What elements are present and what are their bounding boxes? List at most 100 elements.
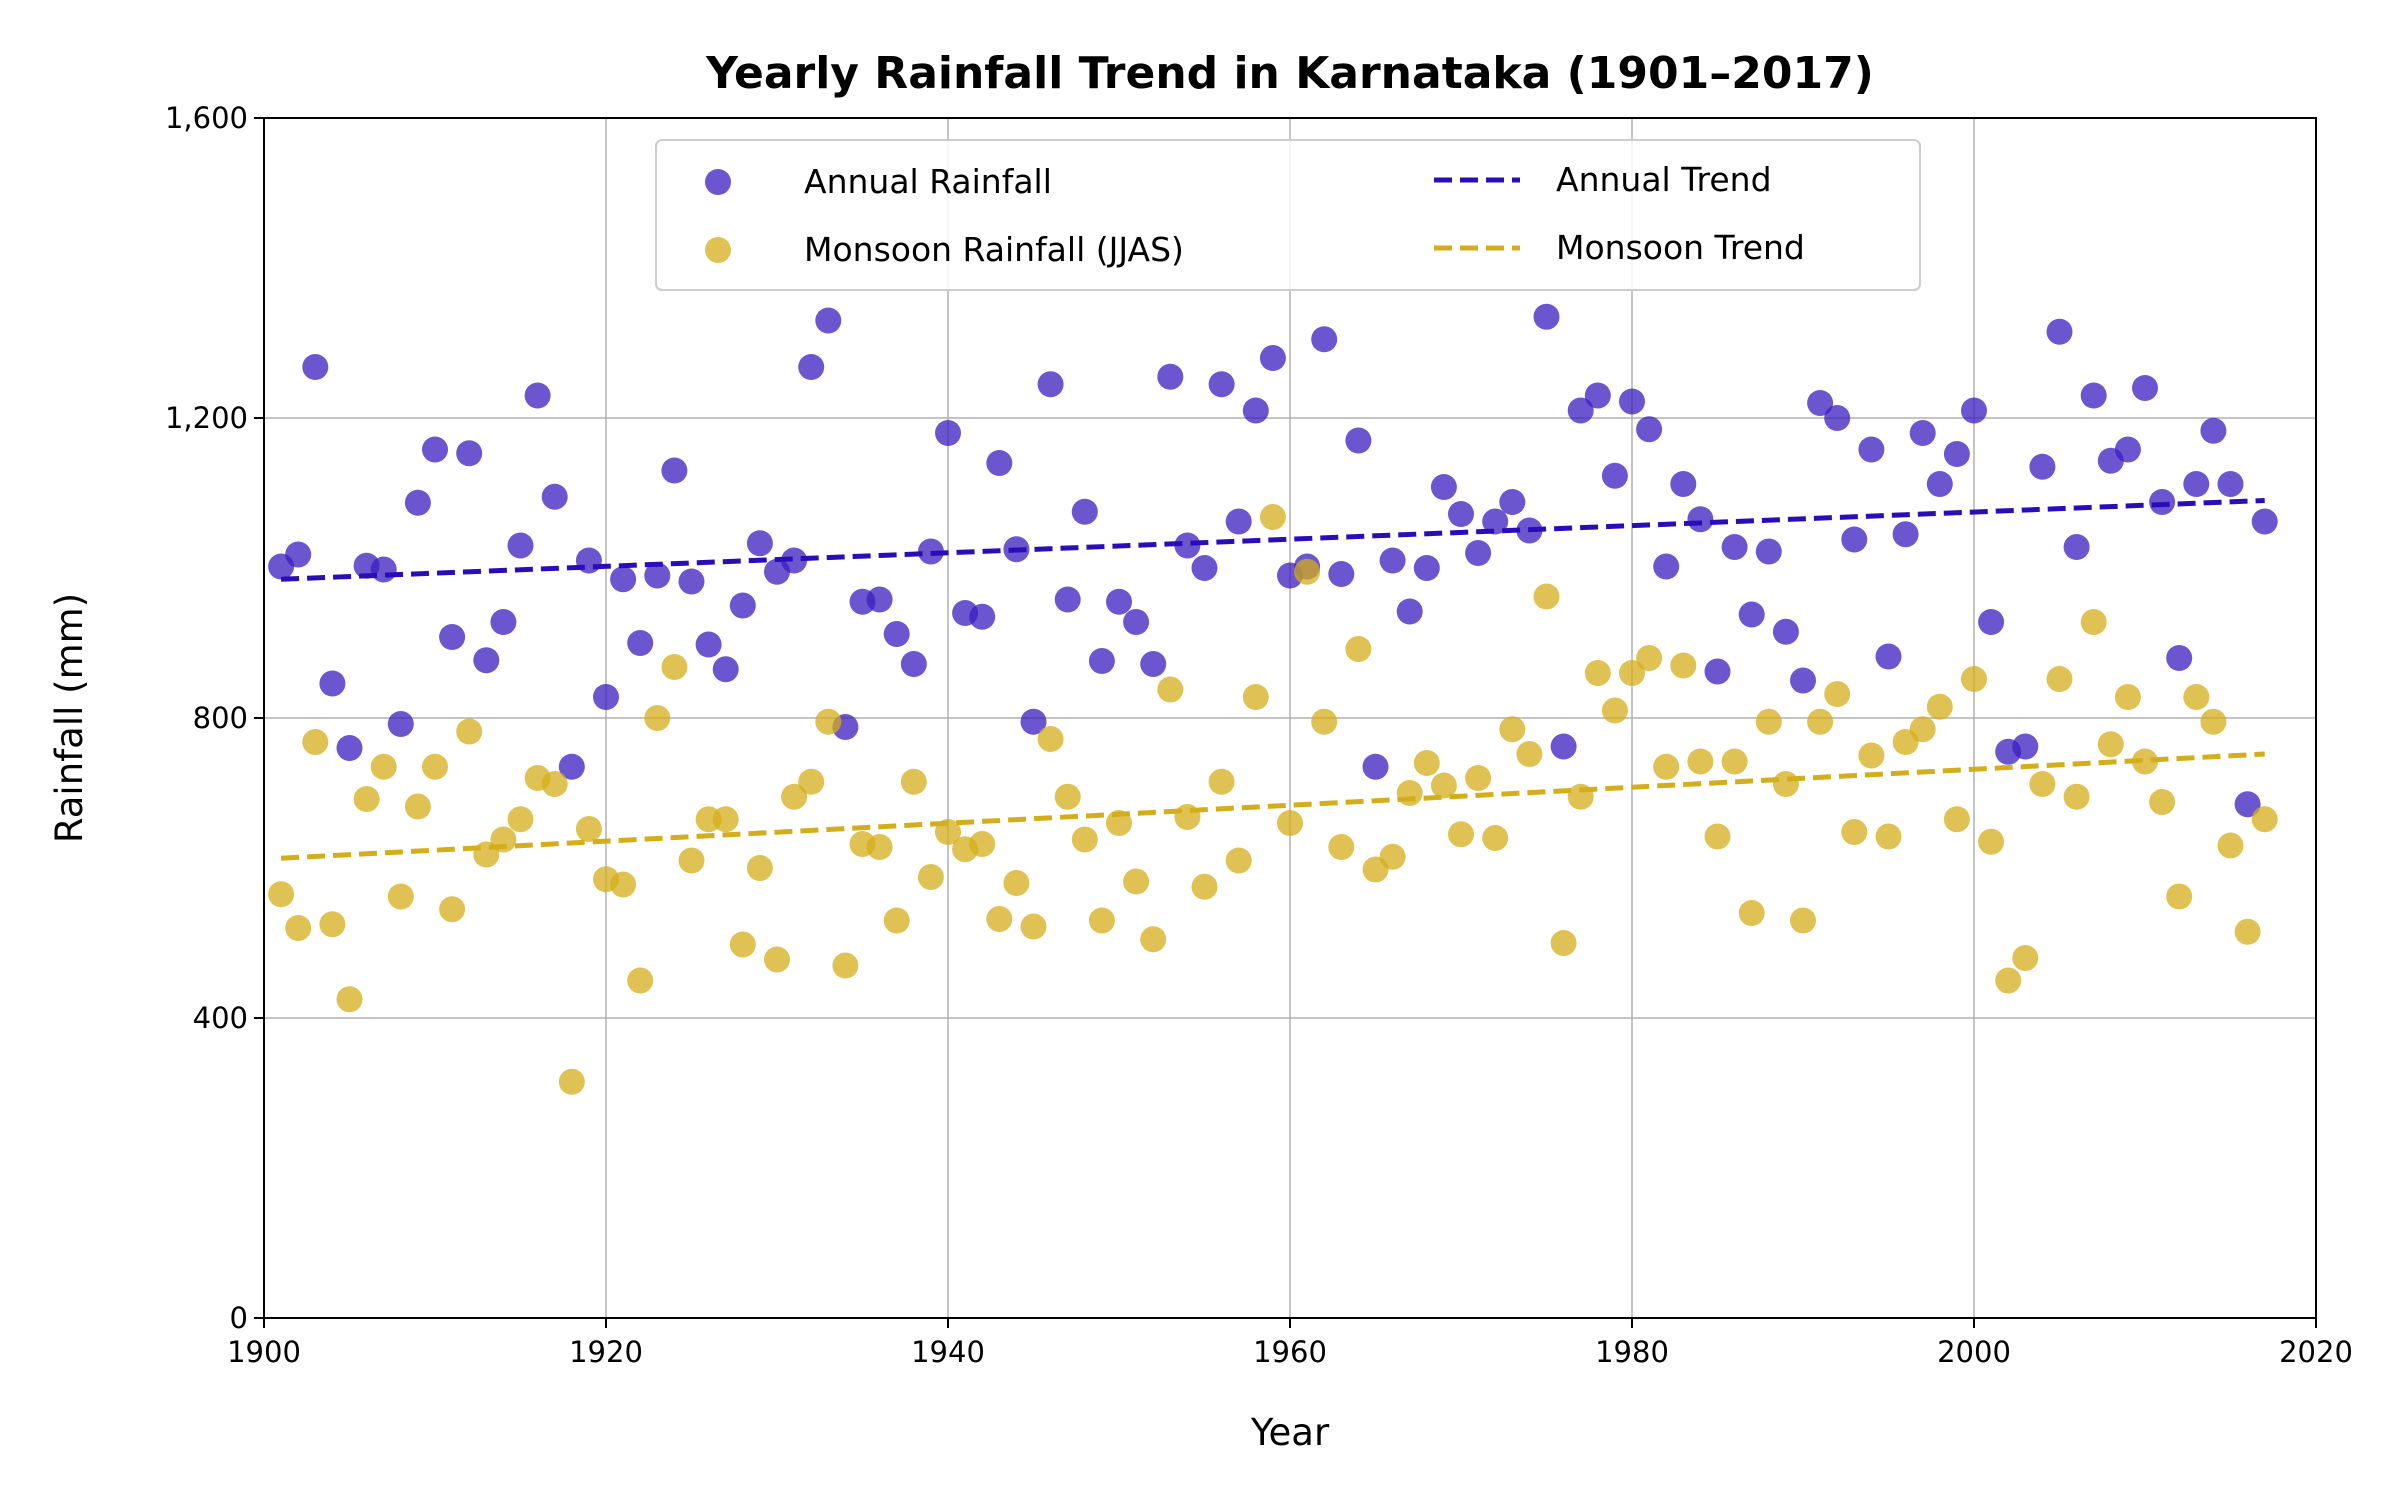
monsoon-rainfall-jjas-point — [285, 915, 312, 941]
legend-label-monsoon-trend: Monsoon Trend — [1556, 228, 1805, 267]
monsoon-rainfall-jjas-point — [1157, 676, 1184, 703]
monsoon-rainfall-jjas-point — [1088, 907, 1115, 934]
annual-rainfall-point — [1892, 521, 1919, 548]
annual-rainfall-point — [1345, 427, 1372, 454]
monsoon-rainfall-jjas-point — [866, 834, 893, 860]
monsoon-rainfall-jjas-point — [1225, 847, 1252, 874]
annual-rainfall-point — [1738, 601, 1765, 628]
monsoon-rainfall-jjas-point — [387, 883, 414, 910]
chart-title: Yearly Rainfall Trend in Karnataka (1901… — [705, 48, 1874, 99]
annual-rainfall-point — [1704, 658, 1731, 685]
monsoon-rainfall-jjas-point — [575, 816, 602, 842]
monsoon-rainfall-jjas-point — [1584, 660, 1611, 686]
annual-rainfall-point — [1961, 397, 1987, 424]
monsoon-rainfall-jjas-point — [1242, 684, 1269, 710]
plot-area — [268, 303, 2278, 1095]
monsoon-rainfall-jjas-point — [2046, 666, 2073, 692]
monsoon-rainfall-jjas-point — [2234, 918, 2261, 945]
annual-rainfall-point — [1533, 303, 1560, 330]
monsoon-rainfall-jjas-point — [986, 906, 1013, 932]
monsoon-rainfall-jjas-point — [1499, 716, 1526, 743]
x-tick-label: 2000 — [1937, 1335, 2011, 1369]
monsoon-rainfall-jjas-point — [798, 768, 825, 795]
annual-rainfall-point — [1619, 388, 1645, 415]
monsoon-rainfall-jjas-point — [2080, 609, 2107, 635]
x-tick-label: 2020 — [2279, 1335, 2353, 1369]
legend-marker-annual-rainfall — [705, 169, 731, 195]
annual-rainfall-point — [1550, 733, 1577, 760]
monsoon-rainfall-jjas-point — [541, 771, 568, 797]
annual-rainfall-point — [1430, 474, 1457, 500]
monsoon-rainfall-jjas-point — [1516, 741, 1543, 767]
monsoon-rainfall-jjas-point — [1858, 742, 1885, 769]
monsoon-rainfall-jjas-point — [336, 986, 363, 1013]
annual-rainfall-point — [456, 440, 483, 467]
monsoon-rainfall-jjas-point — [558, 1068, 585, 1095]
monsoon-rainfall-jjas-point — [2114, 684, 2141, 710]
annual-rainfall-point — [986, 450, 1013, 476]
annual-rainfall-point — [1020, 708, 1047, 735]
monsoon-rainfall-jjas-point — [1328, 834, 1355, 860]
monsoon-rainfall-jjas-point — [422, 753, 448, 780]
monsoon-rainfall-jjas-point — [1807, 708, 1834, 735]
monsoon-rainfall-jjas-point — [507, 806, 534, 833]
monsoon-rainfall-jjas-point — [2200, 708, 2227, 735]
monsoon-rainfall-jjas-point — [1071, 826, 1098, 853]
monsoon-rainfall-jjas-point — [1926, 693, 1953, 720]
monsoon-rainfall-jjas-point — [1448, 821, 1474, 848]
annual-rainfall-point — [1687, 506, 1714, 533]
monsoon-rainfall-jjas-point — [1208, 768, 1235, 795]
monsoon-rainfall-jjas-point — [610, 871, 637, 898]
monsoon-rainfall-jjas-point — [439, 896, 466, 923]
annual-rainfall-point — [1362, 753, 1389, 780]
monsoon-rainfall-jjas-point — [900, 768, 927, 795]
monsoon-rainfall-jjas-point — [1875, 823, 1902, 850]
annual-rainfall-point — [729, 592, 756, 619]
annual-rainfall-point — [1413, 555, 1440, 581]
monsoon-rainfall-jjas-point — [319, 911, 346, 938]
annual-rainfall-point — [1790, 667, 1816, 694]
annual-rainfall-point — [1123, 609, 1150, 635]
annual-rainfall-point — [1858, 436, 1885, 463]
y-tick-label: 1,600 — [165, 101, 248, 135]
monsoon-rainfall-jjas-point — [2029, 771, 2056, 797]
x-axis-label: Year — [1250, 1411, 1330, 1454]
monsoon-rainfall-jjas-point — [1482, 825, 1509, 851]
annual-rainfall-point — [695, 631, 722, 658]
annual-rainfall-point — [1653, 553, 1680, 580]
annual-rainfall-point — [439, 624, 466, 650]
annual-rainfall-point — [1943, 441, 1970, 467]
annual-rainfall-point — [524, 382, 551, 409]
annual-rainfall-point — [900, 651, 927, 677]
monsoon-rainfall-jjas-point — [729, 931, 756, 958]
annual-rainfall-point — [285, 541, 312, 568]
x-tick-label: 1920 — [569, 1335, 643, 1369]
monsoon-rainfall-jjas-point — [1140, 926, 1167, 953]
annual-rainfall-point — [1567, 397, 1594, 424]
monsoon-rainfall-jjas-point — [2217, 832, 2244, 859]
monsoon-rainfall-jjas-point — [1704, 823, 1731, 850]
legend: Annual Rainfall Monsoon Rainfall (JJAS) … — [655, 139, 1921, 291]
annual-rainfall-point — [319, 670, 346, 697]
monsoon-rainfall-jjas-point — [969, 831, 996, 857]
monsoon-rainfall-jjas-point — [268, 881, 295, 908]
annual-rainfall-point — [1157, 363, 1184, 390]
annual-rainfall-point — [1106, 588, 1132, 615]
annual-rainfall-point — [678, 568, 705, 595]
annual-rainfall-point — [815, 307, 842, 334]
annual-rainfall-point — [370, 556, 397, 583]
annual-rainfall-point — [1054, 586, 1081, 613]
annual-rainfall-point — [2251, 508, 2278, 535]
annual-rainfall-point — [1978, 609, 2005, 635]
monsoon-rainfall-jjas-point — [2097, 731, 2124, 758]
monsoon-rainfall-jjas-point — [661, 654, 688, 680]
annual-rainfall-point — [627, 630, 654, 656]
x-tick-label: 1940 — [911, 1335, 985, 1369]
monsoon-rainfall-jjas-point — [1294, 558, 1321, 585]
monsoon-rainfall-jjas-point — [832, 952, 859, 979]
annual-rainfall-point — [1208, 371, 1235, 398]
annual-trend-line — [281, 498, 2265, 582]
annual-rainfall-point — [1191, 555, 1218, 581]
